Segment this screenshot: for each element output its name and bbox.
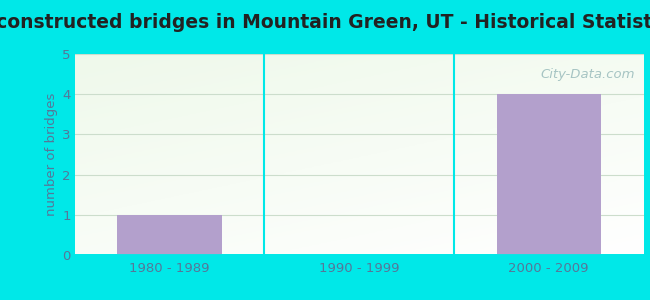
- Y-axis label: number of bridges: number of bridges: [45, 93, 58, 216]
- Text: City-Data.com: City-Data.com: [540, 68, 635, 81]
- Bar: [118, 215, 222, 255]
- Bar: [497, 94, 601, 255]
- Text: Reconstructed bridges in Mountain Green, UT - Historical Statistics: Reconstructed bridges in Mountain Green,…: [0, 14, 650, 32]
